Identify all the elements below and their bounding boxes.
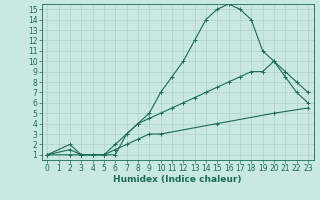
X-axis label: Humidex (Indice chaleur): Humidex (Indice chaleur) xyxy=(113,175,242,184)
